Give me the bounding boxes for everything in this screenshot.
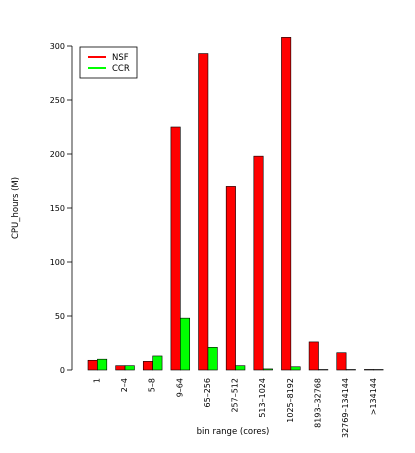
legend-label-nsf: NSF bbox=[112, 53, 129, 63]
y-tick-label: 250 bbox=[50, 96, 65, 105]
legend-label-ccr: CCR bbox=[112, 64, 130, 74]
bar-ccr-10 bbox=[373, 369, 384, 371]
bar-ccr-1 bbox=[124, 365, 135, 371]
bar-nsf-1 bbox=[115, 365, 126, 371]
bar-nsf-10 bbox=[364, 369, 375, 371]
x-tick-label: 5–8 bbox=[148, 378, 157, 392]
x-tick-label: 513–1024 bbox=[258, 378, 267, 418]
bar-nsf-7 bbox=[281, 37, 292, 371]
x-axis-label: bin range (cores) bbox=[197, 427, 270, 437]
bar-ccr-2 bbox=[152, 355, 163, 371]
y-tick-label: 150 bbox=[50, 204, 65, 213]
bar-nsf-5 bbox=[225, 186, 236, 371]
y-axis-label: CPU_hours (M) bbox=[11, 177, 21, 239]
y-tick-label: 200 bbox=[50, 150, 65, 159]
legend-box bbox=[79, 46, 138, 79]
bar-nsf-6 bbox=[253, 155, 264, 371]
bar-nsf-9 bbox=[336, 352, 347, 371]
bar-ccr-9 bbox=[345, 369, 356, 371]
x-tick-label: 257–512 bbox=[231, 378, 240, 413]
legend: NSF CCR bbox=[79, 46, 138, 79]
x-tick-label: 2–4 bbox=[120, 378, 129, 392]
x-tick-label: 1 bbox=[92, 378, 101, 383]
y-tick-label: 50 bbox=[55, 312, 65, 321]
bar-ccr-7 bbox=[290, 366, 301, 371]
x-tick-label: >134144 bbox=[369, 378, 378, 415]
x-tick-label: 65–256 bbox=[203, 378, 212, 407]
y-tick-label: 300 bbox=[50, 42, 65, 51]
bar-ccr-0 bbox=[97, 358, 108, 371]
bar-nsf-0 bbox=[87, 359, 98, 371]
bar-nsf-4 bbox=[198, 53, 209, 371]
x-tick-labels: 1 2–4 5–8 9–64 65–256 257–512 513–1024 1025–819… bbox=[92, 378, 377, 438]
bar-nsf-2 bbox=[142, 361, 153, 371]
bar-ccr-6 bbox=[262, 368, 273, 371]
bar-nsf-3 bbox=[170, 126, 181, 371]
bar-ccr-8 bbox=[318, 369, 329, 371]
bar-ccr-4 bbox=[207, 347, 218, 371]
bar-ccr-3 bbox=[180, 317, 191, 371]
y-tick-label: 100 bbox=[50, 258, 65, 267]
x-tick-label: 8193–32768 bbox=[313, 378, 322, 428]
bars bbox=[87, 37, 384, 371]
x-tick-label: 32769–134144 bbox=[341, 378, 350, 438]
x-tick-label: 9–64 bbox=[175, 378, 184, 397]
bar-ccr-5 bbox=[235, 365, 246, 371]
x-tick-label: 1025–8192 bbox=[286, 378, 295, 423]
y-axis: 0 50 100 150 200 250 300 bbox=[50, 42, 73, 375]
y-tick-label: 0 bbox=[60, 366, 65, 375]
bar-nsf-8 bbox=[308, 341, 319, 371]
